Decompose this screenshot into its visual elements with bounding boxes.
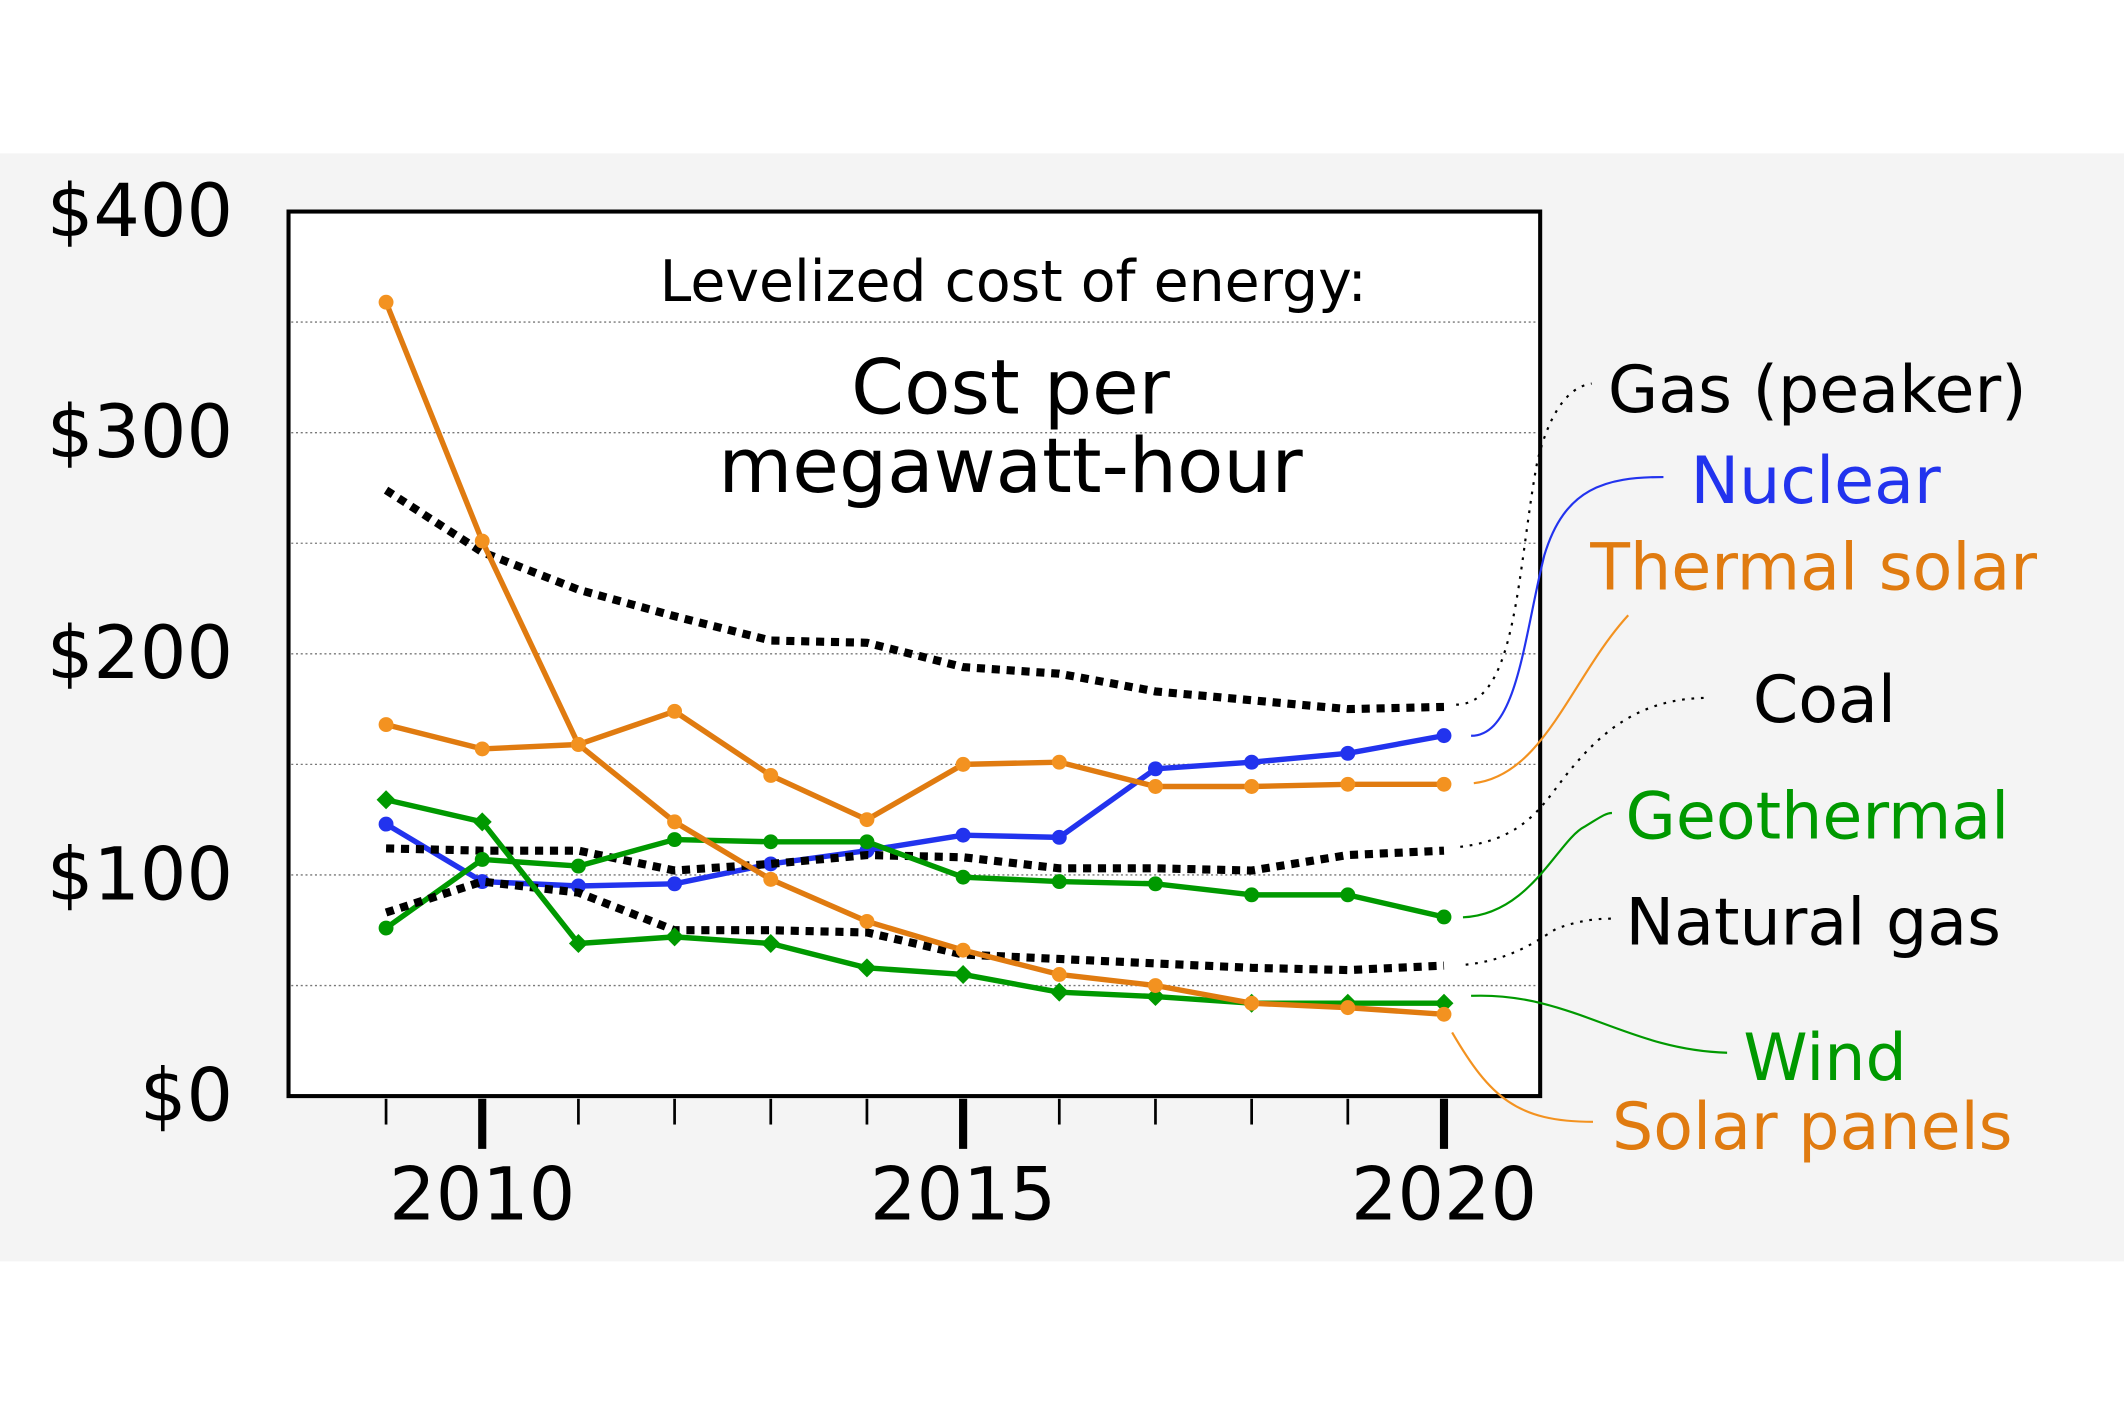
leader-solar-panels	[1451, 1031, 1594, 1123]
data-point-thermal-solar	[1340, 776, 1356, 792]
data-point-geothermal	[859, 834, 875, 850]
data-point-solar-panels	[570, 737, 586, 752]
data-point-geothermal	[1340, 887, 1356, 903]
label-gas-peaker: Gas (peaker)	[1608, 353, 2027, 428]
chart-subtitle-line1: Cost per	[851, 343, 1171, 431]
data-point-thermal-solar	[378, 717, 394, 733]
y-tick-label: $0	[140, 1053, 233, 1138]
data-point-thermal-solar	[763, 767, 779, 783]
data-point-solar-panels	[474, 533, 490, 549]
data-point-solar-panels	[1051, 967, 1067, 982]
data-point-thermal-solar	[955, 756, 971, 772]
series-line-geothermal	[384, 836, 1445, 931]
label-wind: Wind	[1743, 1021, 1906, 1096]
data-point-nuclear	[1148, 761, 1163, 777]
data-point-nuclear	[378, 816, 394, 832]
data-point-geothermal	[763, 834, 779, 850]
data-point-wind	[1434, 993, 1454, 1013]
data-point-thermal-solar	[1436, 776, 1452, 792]
leader-thermal-solar	[1473, 614, 1630, 785]
data-point-wind	[953, 964, 973, 984]
leader-geothermal	[1462, 811, 1613, 919]
data-point-wind	[857, 958, 877, 978]
series-line-coal	[385, 844, 1445, 875]
data-point-wind	[761, 934, 781, 953]
data-point-thermal-solar	[859, 812, 875, 828]
data-point-geothermal	[667, 832, 683, 848]
data-point-geothermal	[570, 858, 586, 874]
data-point-solar-panels	[378, 294, 394, 310]
data-point-geothermal	[1148, 876, 1163, 892]
data-point-solar-panels	[1340, 1000, 1356, 1016]
y-tick-label: $400	[47, 169, 233, 254]
leader-wind	[1471, 994, 1728, 1054]
leader-gas-peaker	[1456, 382, 1592, 706]
data-point-wind	[568, 934, 588, 953]
data-point-solar-panels	[667, 814, 683, 830]
data-point-wind	[665, 927, 685, 947]
y-tick-label: $300	[47, 390, 233, 475]
leader-nuclear	[1471, 475, 1664, 737]
data-point-wind	[376, 790, 396, 810]
data-point-geothermal	[1244, 887, 1260, 903]
x-tick-label: 2010	[389, 1152, 575, 1237]
data-point-nuclear	[1436, 728, 1452, 744]
data-point-thermal-solar	[474, 741, 490, 757]
y-tick-label: $200	[47, 611, 233, 696]
data-point-wind	[1145, 987, 1165, 1007]
label-solar-panels: Solar panels	[1612, 1090, 2013, 1165]
data-point-thermal-solar	[1148, 779, 1163, 794]
data-point-solar-panels	[859, 913, 875, 929]
data-point-nuclear	[1051, 829, 1067, 845]
series-line-solar-panels	[383, 301, 1445, 1017]
leader-coal	[1460, 696, 1710, 848]
data-point-thermal-solar	[1244, 779, 1260, 794]
data-point-wind	[1049, 982, 1069, 1002]
data-point-solar-panels	[955, 942, 971, 958]
data-point-geothermal	[378, 920, 394, 936]
data-point-geothermal	[474, 852, 490, 867]
series-line-gas-peaker	[383, 486, 1445, 714]
data-point-nuclear	[1340, 745, 1356, 761]
data-point-solar-panels	[1244, 995, 1260, 1011]
data-point-geothermal	[1051, 874, 1067, 890]
series-line-thermal-solar	[385, 708, 1444, 823]
data-point-nuclear	[1244, 754, 1260, 770]
label-natural-gas: Natural gas	[1626, 885, 2001, 960]
chart-subtitle-line2: megawatt-hour	[718, 422, 1303, 510]
data-point-thermal-solar	[1051, 754, 1067, 770]
data-point-solar-panels	[1436, 1006, 1452, 1022]
label-geothermal: Geothermal	[1626, 780, 2010, 855]
series-line-nuclear	[384, 732, 1445, 889]
x-tick-label: 2020	[1351, 1152, 1537, 1237]
y-tick-label: $100	[47, 832, 233, 917]
data-point-geothermal	[955, 869, 971, 885]
chart-title: Levelized cost of energy:	[660, 249, 1367, 315]
label-coal: Coal	[1753, 663, 1896, 738]
data-point-solar-panels	[763, 871, 779, 887]
series-line-natural-gas	[384, 877, 1445, 975]
data-point-thermal-solar	[667, 703, 683, 719]
data-point-nuclear	[955, 827, 971, 843]
plot-frame	[286, 209, 1543, 1099]
data-point-nuclear	[667, 876, 683, 892]
data-point-solar-panels	[1148, 978, 1163, 993]
label-thermal-solar: Thermal solar	[1589, 530, 2037, 605]
label-nuclear: Nuclear	[1691, 444, 1941, 519]
data-point-geothermal	[1436, 909, 1452, 925]
data-point-wind	[472, 812, 492, 832]
x-tick-label: 2015	[870, 1152, 1056, 1237]
